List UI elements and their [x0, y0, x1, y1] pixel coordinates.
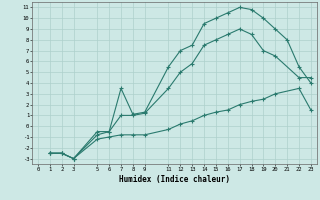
X-axis label: Humidex (Indice chaleur): Humidex (Indice chaleur): [119, 175, 230, 184]
